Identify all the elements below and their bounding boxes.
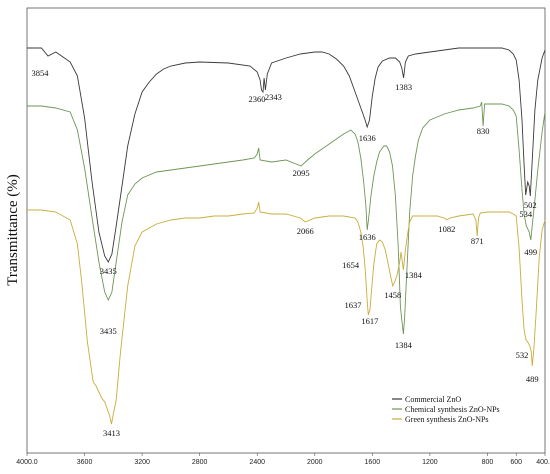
peak-label-20: 1458 <box>384 290 401 300</box>
legend-entry-2: Green synthesis ZnO-NPs <box>405 415 489 424</box>
y-axis-label: Transmittance (%) <box>5 174 21 286</box>
peak-label-11: 499 <box>524 247 537 257</box>
peak-label-14: 2066 <box>297 226 314 236</box>
peak-label-7: 3435 <box>100 266 117 276</box>
series-layer <box>27 47 546 425</box>
legend-entry-0: Commercial ZnO <box>405 395 461 404</box>
x-tick-label-2: 3200 <box>134 459 150 466</box>
peak-label-9: 830 <box>477 126 490 136</box>
peak-label-6: 534 <box>519 209 533 219</box>
peak-label-16: 871 <box>471 236 484 246</box>
peak-label-18: 1637 <box>345 300 362 310</box>
x-tick-label-4: 2400 <box>249 459 265 466</box>
peak-label-21: 1384 <box>405 270 423 280</box>
x-tick-label-1: 3600 <box>77 459 93 466</box>
series-line-1 <box>27 101 546 335</box>
peak-label-0: 3854 <box>32 68 50 78</box>
peak-label-10: 1636 <box>359 232 376 242</box>
x-axis-ticks: 4000.0 3600 3200 2800 2400 2000 1600 1200 800 600… <box>16 453 550 466</box>
peak-label-13: 1384 <box>395 340 413 350</box>
peak-label-17: 1654 <box>342 260 360 270</box>
peak-label-19: 1617 <box>361 316 378 326</box>
x-tick-label-10: 400.0 <box>536 459 550 466</box>
peak-label-23: 489 <box>526 374 539 384</box>
plot-frame <box>26 7 546 454</box>
x-tick-label-3: 2800 <box>192 459 208 466</box>
x-tick-label-5: 2000 <box>307 459 323 466</box>
peak-label-3: 1636 <box>359 133 376 143</box>
series-line-0 <box>27 47 546 263</box>
peak-label-5: 502 <box>524 200 537 210</box>
peak-label-22: 532 <box>516 350 529 360</box>
x-tick-label-7: 1200 <box>422 459 438 466</box>
peak-label-4: 1383 <box>395 82 412 92</box>
peak-label-12: 3435 <box>100 326 117 336</box>
peak-label-8: 2095 <box>293 168 310 178</box>
series-line-2 <box>27 201 546 425</box>
peak-label-1: 2360 <box>249 94 266 104</box>
legend-entry-1: Chemical synthesis ZnO-NPs <box>405 405 500 414</box>
peak-label-24: 3413 <box>103 428 120 438</box>
x-tick-label-9: 600 <box>510 459 522 466</box>
x-tick-label-8: 800 <box>482 459 494 466</box>
x-tick-label-0: 4000.0 <box>16 459 38 466</box>
x-tick-label-6: 1600 <box>365 459 381 466</box>
peak-label-2: 2343 <box>265 92 282 102</box>
peak-label-15: 1082 <box>438 224 455 234</box>
